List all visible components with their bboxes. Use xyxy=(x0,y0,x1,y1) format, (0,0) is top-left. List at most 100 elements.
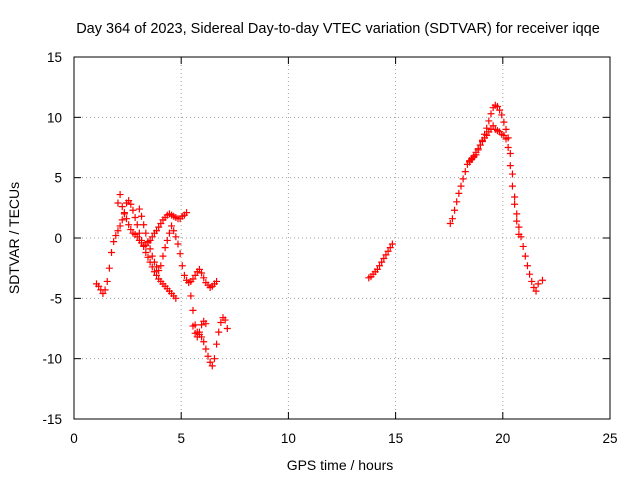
data-point xyxy=(153,271,161,279)
data-point xyxy=(123,215,131,223)
data-point xyxy=(461,168,469,176)
data-point xyxy=(108,248,116,256)
data-point xyxy=(538,276,546,284)
data-point xyxy=(483,131,491,139)
data-point xyxy=(112,232,120,240)
data-point xyxy=(133,233,141,241)
data-point xyxy=(521,252,529,260)
data-point xyxy=(384,247,392,255)
data-point xyxy=(118,216,126,224)
x-tick-label: 25 xyxy=(602,431,617,446)
data-point xyxy=(189,275,197,283)
data-point xyxy=(451,206,459,214)
gridlines xyxy=(74,57,610,419)
y-tick-label: -15 xyxy=(42,412,62,427)
data-point xyxy=(221,316,229,324)
data-point xyxy=(172,294,180,302)
data-point xyxy=(99,290,107,298)
data-point xyxy=(148,233,156,241)
data-point xyxy=(215,328,223,336)
data-point xyxy=(485,117,493,125)
data-point xyxy=(204,352,212,360)
y-tick-label: 5 xyxy=(54,171,62,186)
data-point xyxy=(455,189,463,197)
data-point xyxy=(500,131,508,139)
x-tick-label: 20 xyxy=(495,431,510,446)
data-point xyxy=(386,244,394,252)
data-point xyxy=(189,322,197,330)
data-point xyxy=(114,199,122,207)
x-tick-label: 15 xyxy=(388,431,403,446)
data-point xyxy=(483,124,491,132)
data-point xyxy=(515,223,523,231)
data-point xyxy=(478,137,486,145)
data-point xyxy=(526,270,534,278)
data-point xyxy=(153,227,161,235)
data-point xyxy=(508,170,516,178)
data-point xyxy=(489,122,497,130)
series-arc-2 xyxy=(365,240,396,282)
data-point xyxy=(125,197,133,205)
data-point xyxy=(508,182,516,190)
x-axis-label: GPS time / hours xyxy=(287,457,394,473)
data-point xyxy=(506,150,514,158)
data-point xyxy=(223,325,231,332)
data-point xyxy=(150,268,158,276)
data-point xyxy=(127,226,135,234)
data-point xyxy=(189,306,197,314)
data-point xyxy=(519,242,527,250)
data-point xyxy=(378,258,386,266)
data-point xyxy=(380,255,388,263)
data-point xyxy=(515,230,523,238)
data-point xyxy=(144,253,152,261)
data-point xyxy=(511,200,519,208)
data-point xyxy=(459,175,467,183)
data-point xyxy=(500,118,508,126)
data-point xyxy=(534,280,542,288)
data-point xyxy=(496,106,504,114)
data-point xyxy=(120,210,128,218)
data-point xyxy=(157,220,165,228)
data-point xyxy=(195,265,203,273)
data-point xyxy=(476,141,484,149)
data-point xyxy=(498,111,506,119)
data-point xyxy=(198,269,206,277)
data-point xyxy=(144,238,152,246)
data-point xyxy=(504,144,512,151)
data-point xyxy=(174,240,182,248)
data-point xyxy=(191,329,199,337)
data-point xyxy=(150,258,158,266)
series-arc-3b xyxy=(466,122,523,238)
data-point xyxy=(206,358,214,366)
data-point xyxy=(140,221,148,229)
data-point xyxy=(161,244,169,252)
data-point xyxy=(116,191,124,199)
data-point xyxy=(155,223,163,231)
data-point xyxy=(118,203,126,211)
data-point xyxy=(191,271,199,279)
data-point xyxy=(95,282,103,290)
data-point xyxy=(172,233,180,241)
data-point xyxy=(376,262,384,270)
data-point xyxy=(195,328,203,336)
y-tick-label: -10 xyxy=(42,352,62,367)
data-point xyxy=(110,238,118,246)
data-point xyxy=(176,250,184,258)
data-point xyxy=(180,271,188,279)
data-point xyxy=(208,362,216,370)
data-point xyxy=(193,333,201,341)
data-point xyxy=(155,267,163,275)
data-point xyxy=(148,252,156,260)
data-point xyxy=(528,277,536,285)
data-point xyxy=(202,320,210,328)
data-points xyxy=(93,101,546,370)
data-point xyxy=(202,345,210,353)
data-point xyxy=(198,321,206,329)
data-point xyxy=(138,212,146,220)
series-arc-1d xyxy=(135,205,221,291)
data-point xyxy=(170,227,178,235)
data-point xyxy=(159,252,167,260)
data-point xyxy=(453,198,461,206)
series-arc-1c xyxy=(114,191,191,249)
